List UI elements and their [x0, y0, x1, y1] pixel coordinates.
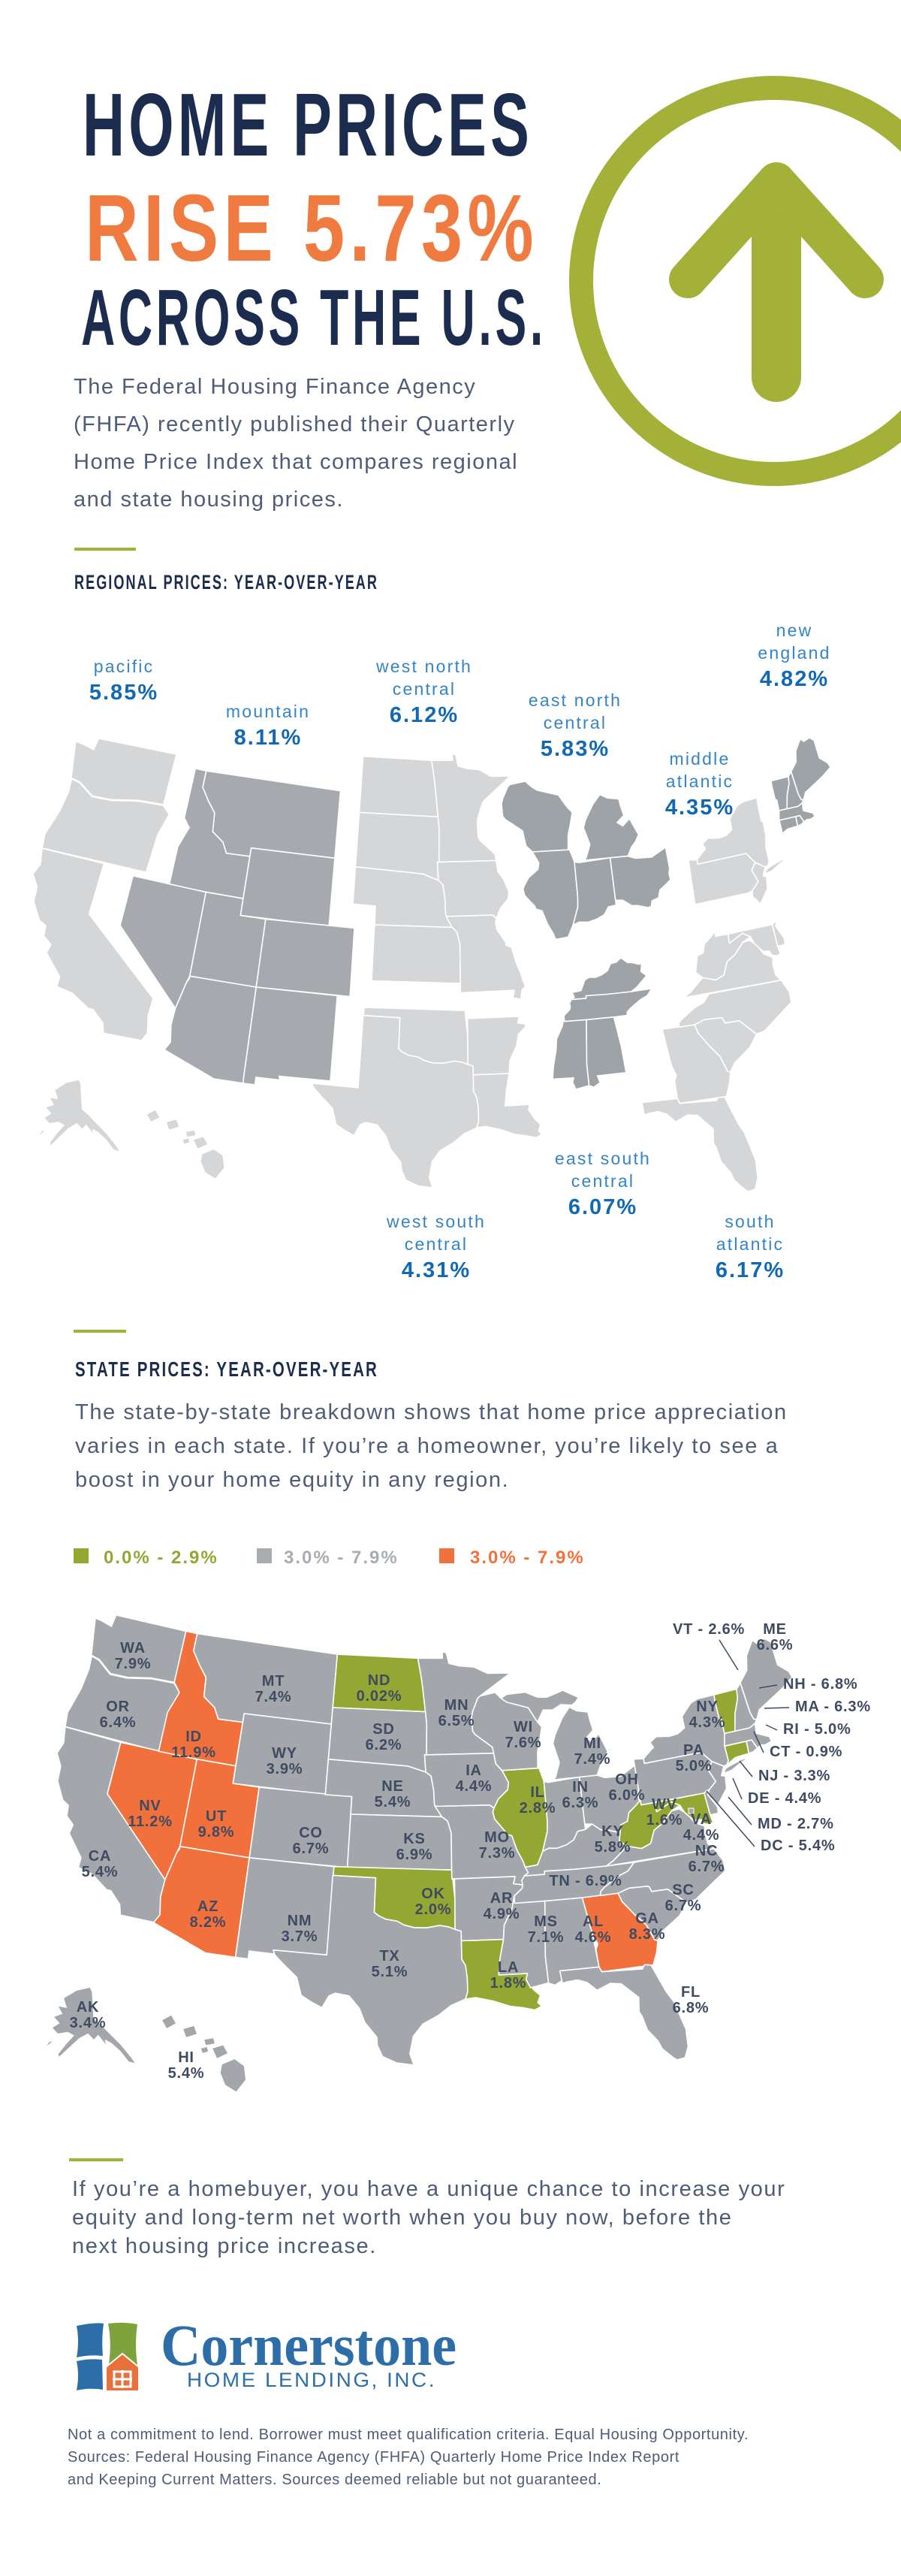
svg-text:HI: HI [178, 2049, 194, 2066]
svg-text:6.5%: 6.5% [438, 1713, 475, 1729]
svg-text:NJ - 3.3%: NJ - 3.3% [758, 1768, 830, 1784]
svg-text:WY: WY [272, 1745, 297, 1762]
svg-text:MA - 6.3%: MA - 6.3% [795, 1699, 871, 1715]
svg-text:MS: MS [534, 1913, 558, 1930]
svg-text:4.4%: 4.4% [683, 1827, 720, 1844]
svg-text:8.2%: 8.2% [190, 1914, 227, 1931]
svg-text:OR: OR [106, 1699, 130, 1715]
svg-text:NV: NV [139, 1798, 161, 1814]
svg-text:CA: CA [89, 1848, 112, 1865]
svg-text:5.4%: 5.4% [168, 2065, 205, 2082]
svg-text:AK: AK [77, 1999, 100, 2016]
svg-text:7.1%: 7.1% [528, 1929, 565, 1946]
svg-text:6.7%: 6.7% [293, 1841, 330, 1857]
svg-text:5.8%: 5.8% [595, 1839, 631, 1856]
svg-text:TN - 6.9%: TN - 6.9% [549, 1873, 622, 1889]
svg-text:6.7%: 6.7% [665, 1898, 702, 1914]
svg-text:AR: AR [490, 1890, 514, 1907]
svg-text:KY: KY [601, 1823, 623, 1840]
svg-text:4.3%: 4.3% [689, 1714, 726, 1731]
svg-text:ID: ID [185, 1729, 202, 1745]
svg-text:AZ: AZ [197, 1898, 218, 1915]
svg-text:ME: ME [763, 1621, 787, 1638]
svg-text:6.2%: 6.2% [366, 1737, 402, 1753]
svg-text:HOME PRICES: HOME PRICES [83, 75, 533, 175]
svg-text:ACROSS THE U.S.: ACROSS THE U.S. [81, 273, 547, 362]
svg-text:NE: NE [381, 1778, 403, 1795]
svg-text:NY: NY [696, 1699, 718, 1715]
svg-text:KS: KS [403, 1831, 425, 1847]
svg-text:OH: OH [615, 1771, 639, 1788]
svg-text:7.6%: 7.6% [505, 1735, 542, 1751]
svg-text:CO: CO [299, 1825, 323, 1841]
svg-text:0.02%: 0.02% [357, 1688, 402, 1705]
svg-text:RI - 5.0%: RI - 5.0% [783, 1721, 851, 1738]
svg-text:RISE 5.73%: RISE 5.73% [85, 175, 538, 281]
svg-text:11.2%: 11.2% [128, 1813, 173, 1830]
svg-text:TX: TX [379, 1948, 399, 1964]
svg-text:3.7%: 3.7% [282, 1928, 318, 1945]
svg-text:AL: AL [583, 1913, 604, 1930]
svg-text:REGIONAL PRICES: YEAR-OVER-YEA: REGIONAL PRICES: YEAR-OVER-YEAR [74, 571, 378, 593]
svg-text:VT - 2.6%: VT - 2.6% [673, 1621, 745, 1638]
svg-text:9.8%: 9.8% [198, 1824, 235, 1841]
svg-text:NH - 6.8%: NH - 6.8% [783, 1676, 857, 1693]
svg-text:7.3%: 7.3% [479, 1845, 516, 1862]
svg-text:2.0%: 2.0% [415, 1901, 452, 1918]
svg-text:OK: OK [421, 1886, 445, 1902]
svg-text:ND: ND [368, 1672, 391, 1689]
svg-text:5.4%: 5.4% [82, 1864, 119, 1880]
svg-text:SC: SC [672, 1882, 694, 1898]
svg-text:LA: LA [498, 1959, 519, 1976]
svg-text:6.7%: 6.7% [689, 1859, 725, 1875]
svg-text:5.1%: 5.1% [372, 1964, 408, 1980]
svg-text:MT: MT [262, 1673, 285, 1690]
svg-text:7.4%: 7.4% [255, 1689, 292, 1705]
svg-text:4.9%: 4.9% [484, 1906, 520, 1922]
svg-text:4.4%: 4.4% [456, 1778, 493, 1795]
svg-text:6.3%: 6.3% [562, 1795, 599, 1811]
svg-text:GA: GA [635, 1910, 659, 1927]
svg-text:WI: WI [514, 1719, 533, 1735]
svg-text:WA: WA [120, 1640, 146, 1656]
svg-text:UT: UT [206, 1808, 227, 1825]
svg-text:8.3%: 8.3% [629, 1926, 666, 1943]
svg-text:IN: IN [572, 1779, 589, 1795]
svg-text:MI: MI [583, 1735, 601, 1752]
svg-text:PA: PA [683, 1742, 704, 1759]
svg-text:7.4%: 7.4% [574, 1751, 611, 1768]
svg-text:FL: FL [681, 1984, 701, 2001]
svg-text:WV: WV [652, 1796, 677, 1813]
svg-text:VA: VA [691, 1811, 712, 1828]
svg-text:6.6%: 6.6% [757, 1637, 794, 1653]
svg-text:1.8%: 1.8% [490, 1975, 527, 1992]
svg-text:5.4%: 5.4% [375, 1794, 411, 1810]
svg-text:DC - 5.4%: DC - 5.4% [761, 1838, 835, 1854]
svg-text:MO: MO [484, 1829, 510, 1846]
svg-text:7.9%: 7.9% [115, 1656, 152, 1672]
svg-text:NM: NM [288, 1913, 312, 1929]
svg-text:Cornerstone: Cornerstone [161, 2312, 457, 2378]
svg-text:5.0%: 5.0% [676, 1758, 713, 1774]
svg-text:3.4%: 3.4% [70, 2015, 107, 2031]
svg-text:6.4%: 6.4% [100, 1714, 137, 1731]
svg-text:6.0%: 6.0% [609, 1787, 646, 1804]
svg-text:3.9%: 3.9% [267, 1761, 303, 1777]
svg-text:1.6%: 1.6% [646, 1812, 683, 1829]
svg-text:CT - 0.9%: CT - 0.9% [770, 1744, 842, 1760]
svg-text:6.9%: 6.9% [396, 1847, 433, 1863]
svg-text:STATE PRICES: YEAR-OVER-YEAR: STATE PRICES: YEAR-OVER-YEAR [75, 1357, 378, 1381]
svg-text:11.9%: 11.9% [171, 1744, 216, 1761]
svg-text:SD: SD [372, 1721, 394, 1738]
svg-text:IL: IL [530, 1784, 544, 1801]
svg-text:4.6%: 4.6% [575, 1929, 612, 1946]
svg-text:MN: MN [444, 1697, 469, 1714]
svg-text:IA: IA [466, 1762, 482, 1779]
svg-text:NC: NC [695, 1843, 719, 1859]
svg-text:6.8%: 6.8% [673, 2000, 710, 2016]
svg-text:MD - 2.7%: MD - 2.7% [758, 1816, 834, 1832]
svg-text:DE - 4.4%: DE - 4.4% [748, 1790, 821, 1807]
svg-text:2.8%: 2.8% [520, 1800, 556, 1816]
svg-text:HOME LENDING, INC.: HOME LENDING, INC. [187, 2369, 436, 2391]
